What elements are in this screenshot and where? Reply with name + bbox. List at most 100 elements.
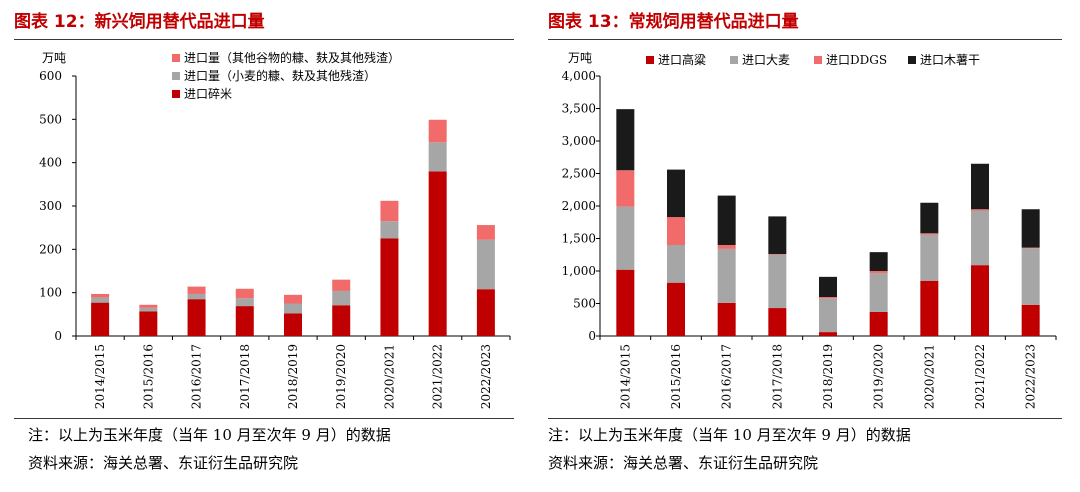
legend-swatch (730, 56, 738, 64)
legend-label: 进口量（其他谷物的糠、麸及其他残渣） (184, 50, 400, 65)
bar-segment (332, 305, 351, 336)
y-tick-label: 2,500 (562, 167, 596, 181)
x-tick-label: 2018/2019 (821, 344, 835, 409)
x-tick-label: 2017/2018 (238, 344, 252, 409)
y-tick-label: 600 (39, 69, 62, 83)
y-tick-label: 500 (573, 297, 596, 311)
legend-swatch (172, 72, 180, 80)
bar-segment (971, 163, 989, 210)
y-tick-label: 500 (39, 112, 62, 126)
bar-segment (920, 234, 939, 281)
left-note-rule (14, 418, 514, 419)
x-tick-label: 2014/2015 (93, 344, 107, 409)
bar-segment (616, 109, 635, 171)
bar-segment (616, 206, 635, 270)
x-tick-label: 2021/2022 (431, 344, 445, 409)
bar-segment (819, 297, 837, 299)
bar-segment (187, 286, 206, 294)
bar-segment (920, 202, 939, 234)
right-note: 注：以上为玉米年度（当年 10 月至次年 9 月）的数据 (548, 426, 911, 444)
bar-segment (616, 269, 635, 336)
x-tick-label: 2017/2018 (770, 344, 784, 409)
bar-segment (187, 293, 206, 300)
bar-segment (139, 311, 158, 336)
bar-segment (476, 289, 495, 336)
bar-segment (869, 311, 888, 336)
y-tick-label: 3,500 (562, 102, 596, 116)
bar-segment (819, 332, 837, 336)
legend-label: 进口大麦 (742, 53, 790, 67)
bar-segment (380, 221, 399, 239)
y-tick-label: 400 (39, 156, 62, 170)
left-chart: 万吨 0 100 200 300 400 500 600 2014/2015 2015/2016 2… (39, 50, 511, 409)
right-title-rule (548, 39, 1062, 40)
y-tick-label: 300 (39, 199, 62, 213)
y-tick-label: 4,000 (562, 69, 596, 83)
bar-segment (667, 217, 685, 245)
bar-segment (428, 119, 447, 143)
y-tick-label: 3,000 (562, 134, 596, 148)
y-tick-label: 2,000 (562, 199, 596, 213)
bar-segment (768, 254, 787, 255)
bar-segment (235, 306, 254, 336)
bar-segment (717, 195, 736, 245)
bar-segment (667, 169, 685, 218)
bar-segment (284, 303, 302, 314)
y-tick-label: 0 (54, 329, 62, 343)
legend-swatch (172, 54, 180, 62)
bar-segment (717, 245, 736, 249)
bar-segment (476, 225, 495, 240)
bar-segment (768, 308, 787, 336)
bar-segment (717, 302, 736, 336)
y-unit-label: 万吨 (42, 51, 66, 65)
right-source: 资料来源：海关总署、东证衍生品研究院 (548, 454, 819, 472)
bar-segment (1021, 247, 1040, 249)
right-chart: 万吨 0 500 1,000 1,500 2,000 2,500 3,000 3,500 4,00… (562, 51, 1057, 409)
bar-segment (869, 272, 888, 312)
bar-segment (819, 298, 837, 333)
bar-segment (920, 280, 939, 336)
x-tick-label: 2016/2017 (190, 344, 204, 409)
bar-segment (428, 171, 447, 336)
left-source: 资料来源：海关总署、东证衍生品研究院 (28, 454, 299, 472)
bar-segment (869, 252, 888, 271)
bar-segment (971, 265, 989, 336)
bar-segment (139, 307, 158, 312)
left-note: 注：以上为玉米年度（当年 10 月至次年 9 月）的数据 (28, 426, 391, 444)
x-tick-label: 2019/2020 (334, 344, 348, 409)
x-tick-label: 2020/2021 (922, 344, 936, 409)
y-unit-label: 万吨 (568, 51, 592, 65)
legend-label: 进口木薯干 (920, 53, 980, 67)
bar-segment (1021, 304, 1040, 336)
y-tick-label: 200 (39, 242, 62, 256)
bar-segment (667, 245, 685, 283)
legend-label: 进口DDGS (826, 53, 887, 67)
bar-segment (1021, 248, 1040, 305)
x-tick-label: 2022/2023 (479, 344, 493, 409)
bar-segment (91, 302, 110, 336)
y-tick-label: 1,500 (562, 232, 596, 246)
bar-segment (768, 216, 787, 255)
bar-segment (332, 290, 351, 306)
x-tick-label: 2015/2016 (669, 344, 683, 409)
bar-segment (971, 209, 989, 211)
y-tick-label: 0 (588, 329, 596, 343)
bar-segment (187, 299, 206, 336)
legend-label: 进口量（小麦的糠、麸及其他残渣） (184, 68, 376, 83)
bar-segment (235, 298, 254, 307)
bar-segment (971, 210, 989, 266)
bar-segment (616, 170, 635, 207)
bar-segment (476, 239, 495, 290)
x-tick-label: 2016/2017 (720, 344, 734, 409)
bar-segment (667, 282, 685, 336)
bar-segment (235, 288, 254, 299)
x-tick-label: 2015/2016 (141, 344, 155, 409)
legend-swatch (908, 56, 916, 64)
legend-swatch (646, 56, 654, 64)
x-tick-label: 2021/2022 (973, 344, 987, 409)
legend-swatch (172, 90, 180, 98)
right-chart-title: 图表 13：常规饲用替代品进口量 (548, 12, 799, 32)
bar-segment (869, 271, 888, 273)
x-tick-label: 2018/2019 (286, 344, 300, 409)
bar-segment (768, 254, 787, 309)
